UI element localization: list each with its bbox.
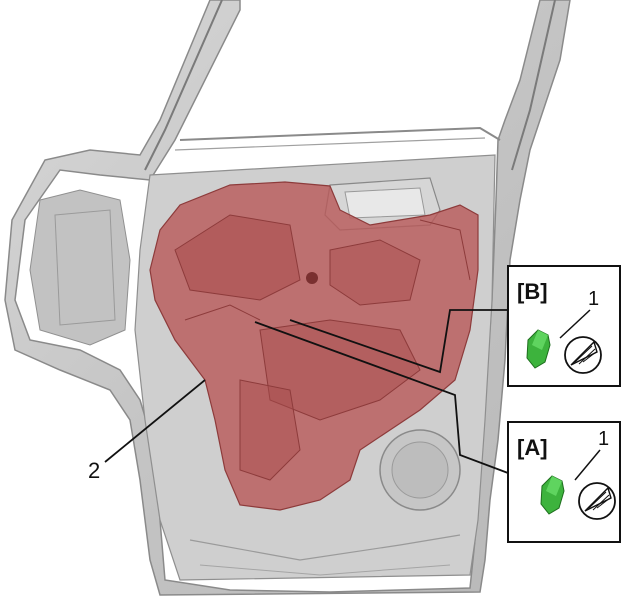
inset-a-callout-number: 1 <box>598 428 609 450</box>
part-2-callout-number: 2 <box>88 458 100 483</box>
inset-a-label: [A] <box>517 435 548 460</box>
inset-b-label: [B] <box>517 279 548 304</box>
leader-lines <box>104 309 541 486</box>
clip-remover-tool-icon <box>578 482 616 520</box>
green-clip-icon <box>526 329 551 369</box>
inset-b-callout-number: 1 <box>588 288 599 310</box>
inset-a: [A] 1 <box>507 421 621 543</box>
inset-b: [B] 1 <box>507 265 621 387</box>
clip-remover-tool-icon <box>564 336 602 374</box>
green-clip-icon <box>540 475 565 515</box>
door-insulator-part-2 <box>149 181 479 511</box>
